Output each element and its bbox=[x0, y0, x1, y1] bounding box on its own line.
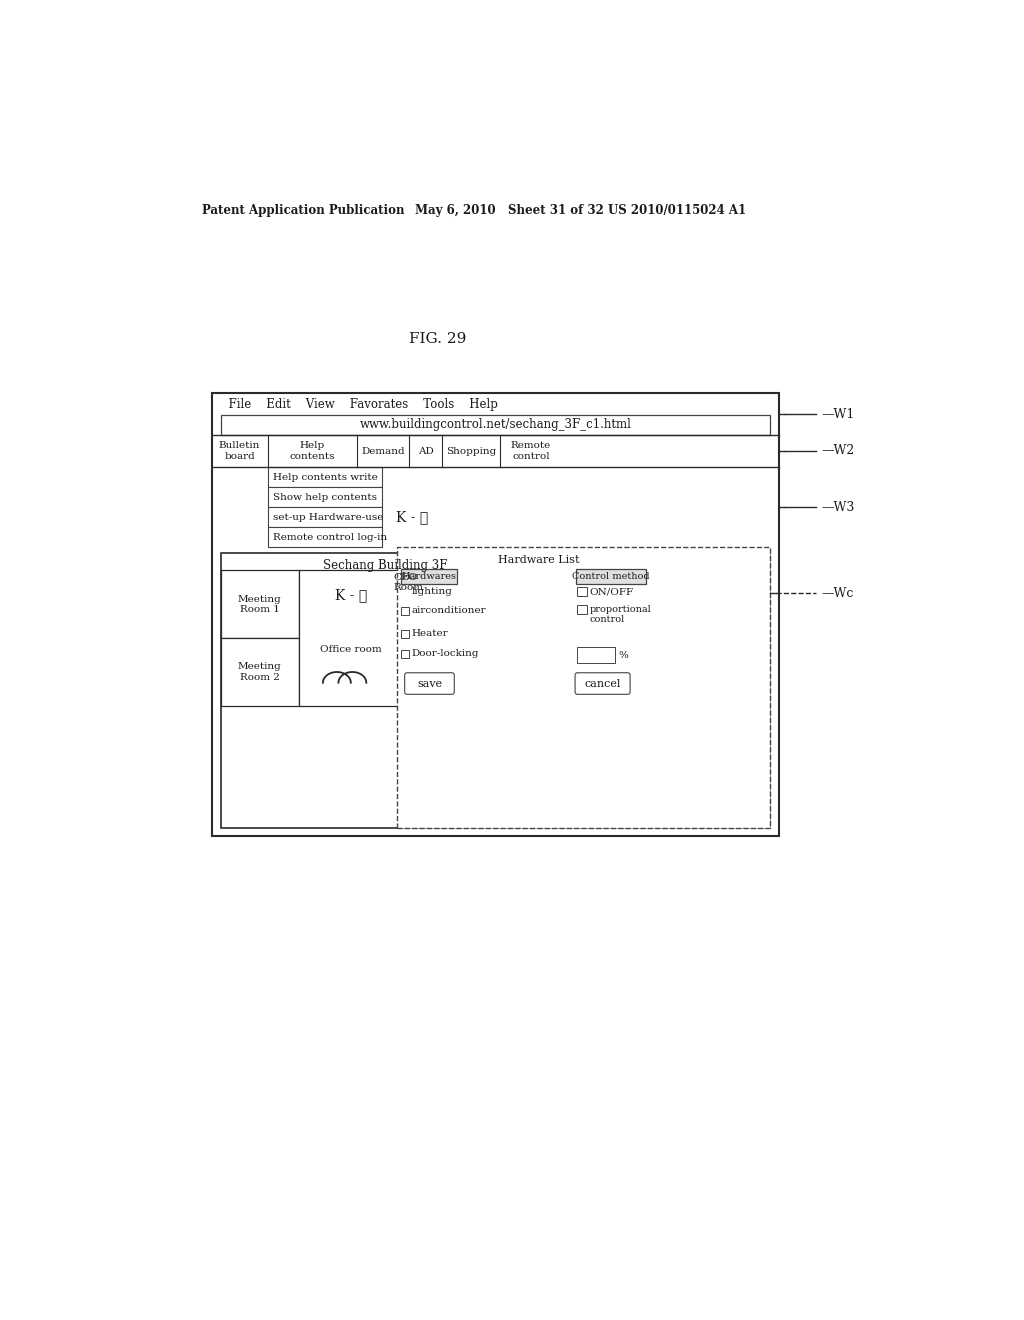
Text: Help contents write: Help contents write bbox=[273, 473, 378, 482]
Text: set-up Hardware-use: set-up Hardware-use bbox=[273, 512, 383, 521]
Text: Help
contents: Help contents bbox=[290, 441, 335, 461]
Text: K - ②: K - ② bbox=[335, 587, 367, 602]
Text: Control method: Control method bbox=[572, 572, 649, 581]
Bar bbox=[400, 607, 410, 615]
Text: K - ①: K - ① bbox=[396, 511, 428, 524]
Bar bbox=[221, 414, 770, 434]
Bar bbox=[400, 630, 410, 638]
Bar bbox=[578, 647, 614, 663]
Bar bbox=[400, 649, 410, 659]
Bar bbox=[299, 570, 403, 706]
Text: save: save bbox=[417, 678, 442, 689]
FancyBboxPatch shape bbox=[575, 673, 630, 694]
Text: Meeting
Room 2: Meeting Room 2 bbox=[238, 663, 282, 681]
Text: Patent Application Publication: Patent Application Publication bbox=[202, 205, 404, 218]
Text: lighting: lighting bbox=[412, 587, 453, 597]
Bar bbox=[267, 507, 382, 527]
Bar bbox=[267, 527, 382, 548]
Text: AD: AD bbox=[418, 446, 433, 455]
Text: —W2: —W2 bbox=[821, 445, 855, 458]
Text: —Wc: —Wc bbox=[821, 587, 854, 601]
Text: File    Edit    View    Favorates    Tools    Help: File Edit View Favorates Tools Help bbox=[221, 397, 498, 411]
Text: FIG. 29: FIG. 29 bbox=[410, 333, 467, 346]
Bar bbox=[221, 553, 770, 829]
FancyBboxPatch shape bbox=[404, 673, 455, 694]
Bar bbox=[267, 487, 382, 507]
Text: Show help contents: Show help contents bbox=[273, 492, 377, 502]
Text: Door-locking: Door-locking bbox=[412, 649, 479, 657]
Text: US 2010/0115024 A1: US 2010/0115024 A1 bbox=[608, 205, 746, 218]
Bar bbox=[400, 569, 457, 585]
Bar bbox=[212, 393, 779, 836]
Text: Sechang Building 3F: Sechang Building 3F bbox=[324, 560, 447, 573]
Text: Remote
control: Remote control bbox=[511, 441, 551, 461]
Text: —W3: —W3 bbox=[821, 500, 855, 513]
Text: May 6, 2010   Sheet 31 of 32: May 6, 2010 Sheet 31 of 32 bbox=[415, 205, 603, 218]
Bar bbox=[267, 467, 382, 487]
Bar bbox=[578, 586, 587, 595]
Text: —W1: —W1 bbox=[821, 408, 855, 421]
Bar bbox=[221, 570, 299, 638]
Text: ON/OFF: ON/OFF bbox=[590, 587, 634, 597]
Text: %: % bbox=[618, 651, 629, 660]
Text: Remote control log-in: Remote control log-in bbox=[273, 533, 387, 541]
Text: proportional
control: proportional control bbox=[590, 605, 651, 624]
Text: Hardware List: Hardware List bbox=[498, 554, 580, 565]
Text: Demand: Demand bbox=[361, 446, 404, 455]
Text: CEO
Room: CEO Room bbox=[393, 573, 423, 593]
Text: www.buildingcontrol.net/sechang_3F_c1.html: www.buildingcontrol.net/sechang_3F_c1.ht… bbox=[359, 418, 631, 432]
Bar bbox=[221, 638, 299, 706]
Text: Office room: Office room bbox=[319, 645, 382, 655]
Text: Shopping: Shopping bbox=[445, 446, 496, 455]
Text: Bulletin
board: Bulletin board bbox=[219, 441, 260, 461]
Bar bbox=[397, 548, 770, 829]
Text: Heater: Heater bbox=[412, 630, 449, 638]
Text: airconditioner: airconditioner bbox=[412, 606, 486, 615]
Bar bbox=[575, 569, 645, 585]
Text: Hardwares: Hardwares bbox=[401, 572, 457, 581]
Bar bbox=[578, 605, 587, 614]
Text: cancel: cancel bbox=[585, 678, 621, 689]
Text: Meeting
Room 1: Meeting Room 1 bbox=[238, 594, 282, 614]
